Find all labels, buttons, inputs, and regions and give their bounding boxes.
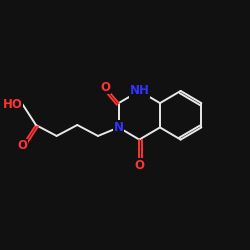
Text: N: N [114, 121, 124, 134]
Text: HO: HO [3, 98, 22, 111]
Text: O: O [18, 139, 28, 152]
Text: O: O [100, 81, 110, 94]
Text: O: O [134, 159, 144, 172]
Text: NH: NH [130, 84, 149, 98]
